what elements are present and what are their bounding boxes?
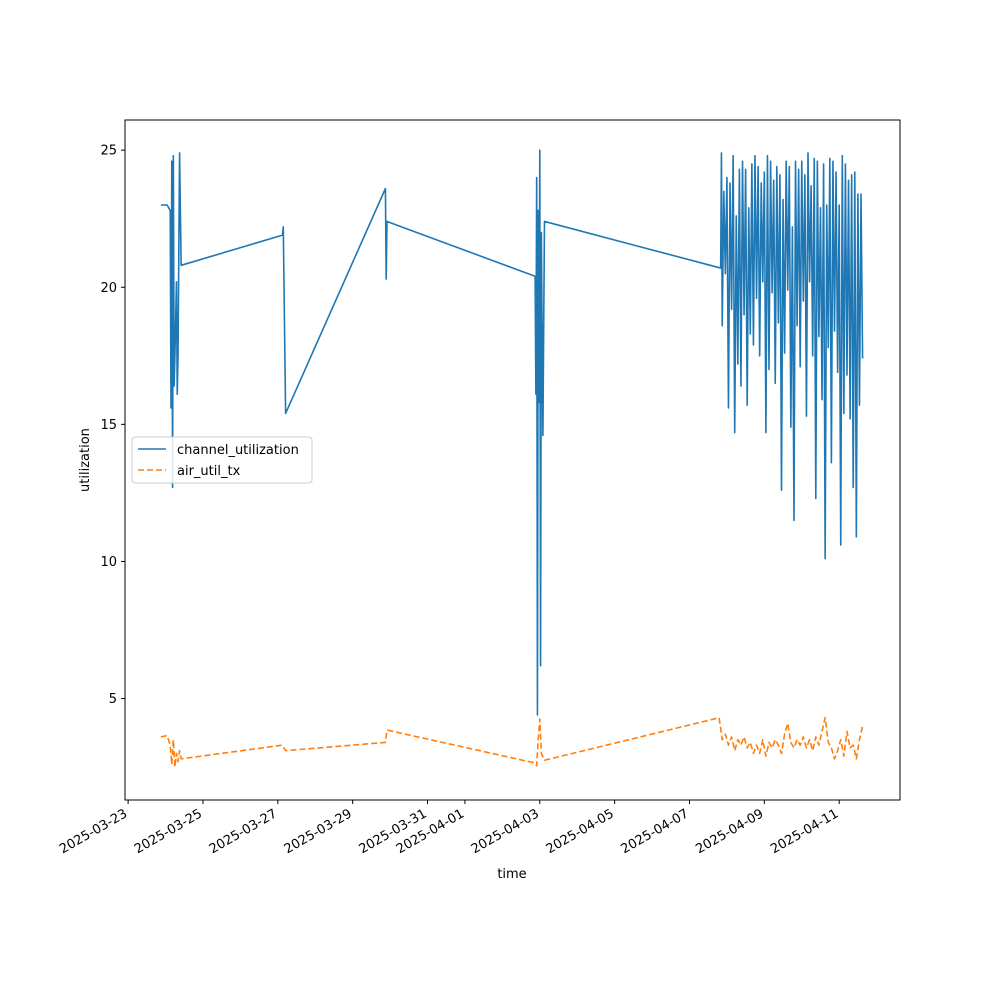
y-axis-label: utilization — [78, 428, 93, 492]
y-tick-label: 25 — [100, 144, 117, 159]
y-tick-label: 10 — [100, 555, 117, 570]
x-axis-ticks: 2025-03-23 2025-03-25 2025-03-27 2025-03-29… — [57, 800, 841, 857]
x-tick-label: 2025-03-23 — [57, 806, 130, 857]
series-layer — [160, 149, 864, 768]
x-tick-label: 2025-04-03 — [469, 806, 542, 857]
legend-label-air-util-tx: air_util_tx — [177, 464, 241, 479]
series-line-channel-utilization — [160, 149, 864, 716]
y-tick-label: 20 — [100, 281, 117, 296]
x-tick-label: 2025-03-25 — [132, 806, 205, 857]
x-tick-label: 2025-03-27 — [207, 806, 280, 857]
y-tick-label: 15 — [100, 418, 117, 433]
plot-area-frame — [124, 119, 901, 801]
legend: channel_utilization air_util_tx — [131, 436, 313, 484]
x-tick-label: 2025-03-29 — [282, 806, 355, 857]
x-tick-label: 2025-04-07 — [619, 806, 692, 857]
series-line-air-util-tx — [160, 716, 864, 768]
y-axis-ticks: 5 10 15 20 25 — [100, 144, 125, 707]
legend-box — [131, 436, 313, 484]
x-tick-label: 2025-04-09 — [693, 806, 766, 857]
x-axis-label: time — [497, 867, 526, 882]
y-tick-label: 5 — [109, 692, 117, 707]
legend-label-channel-utilization: channel_utilization — [177, 443, 299, 458]
x-tick-label: 2025-04-05 — [544, 806, 617, 857]
x-tick-label: 2025-04-11 — [768, 806, 841, 857]
